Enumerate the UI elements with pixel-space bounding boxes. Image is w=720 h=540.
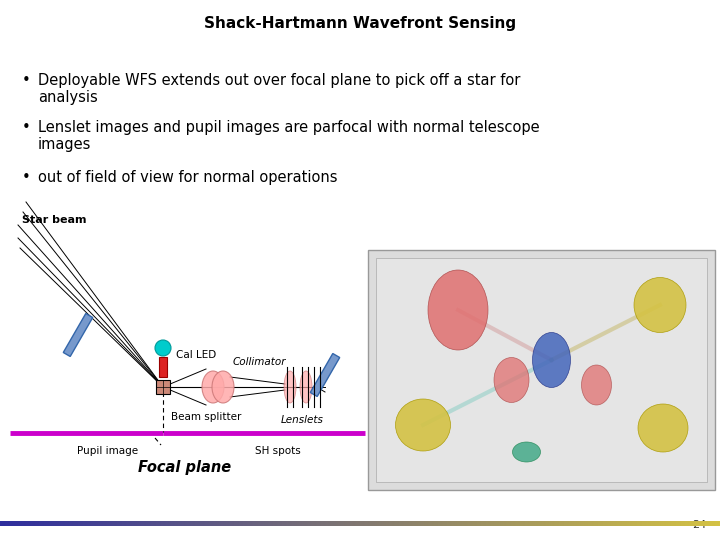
Text: Collimator: Collimator <box>233 357 287 367</box>
Ellipse shape <box>284 371 296 403</box>
Bar <box>156 380 170 394</box>
Text: Lenslets: Lenslets <box>281 415 323 425</box>
Text: out of field of view for normal operations: out of field of view for normal operatio… <box>38 170 338 185</box>
Text: 24: 24 <box>692 520 706 530</box>
Polygon shape <box>63 314 93 356</box>
Ellipse shape <box>395 399 451 451</box>
Ellipse shape <box>202 371 224 403</box>
Text: •: • <box>22 170 31 185</box>
Ellipse shape <box>428 270 488 350</box>
Ellipse shape <box>513 442 541 462</box>
Ellipse shape <box>634 278 686 333</box>
Text: Lenslet images and pupil images are parfocal with normal telescope
images: Lenslet images and pupil images are parf… <box>38 120 539 152</box>
Text: •: • <box>22 120 31 135</box>
Text: Shack-Hartmann Wavefront Sensing: Shack-Hartmann Wavefront Sensing <box>204 16 516 31</box>
Text: Pupil image: Pupil image <box>78 446 138 456</box>
Ellipse shape <box>494 357 529 402</box>
Text: •: • <box>22 73 31 88</box>
Ellipse shape <box>533 333 570 388</box>
Ellipse shape <box>582 365 611 405</box>
Text: Star beam: Star beam <box>22 215 86 225</box>
Polygon shape <box>310 354 340 396</box>
Ellipse shape <box>300 371 312 403</box>
Text: Cal LED: Cal LED <box>176 350 216 360</box>
Bar <box>368 250 715 490</box>
Bar <box>376 258 707 482</box>
Circle shape <box>155 340 171 356</box>
Text: Focal plane: Focal plane <box>138 460 232 475</box>
Bar <box>159 357 167 377</box>
Ellipse shape <box>638 404 688 452</box>
Ellipse shape <box>212 371 234 403</box>
Text: Deployable WFS extends out over focal plane to pick off a star for
analysis: Deployable WFS extends out over focal pl… <box>38 73 521 105</box>
Text: Beam splitter: Beam splitter <box>171 412 241 422</box>
Text: SH spots: SH spots <box>255 446 301 456</box>
